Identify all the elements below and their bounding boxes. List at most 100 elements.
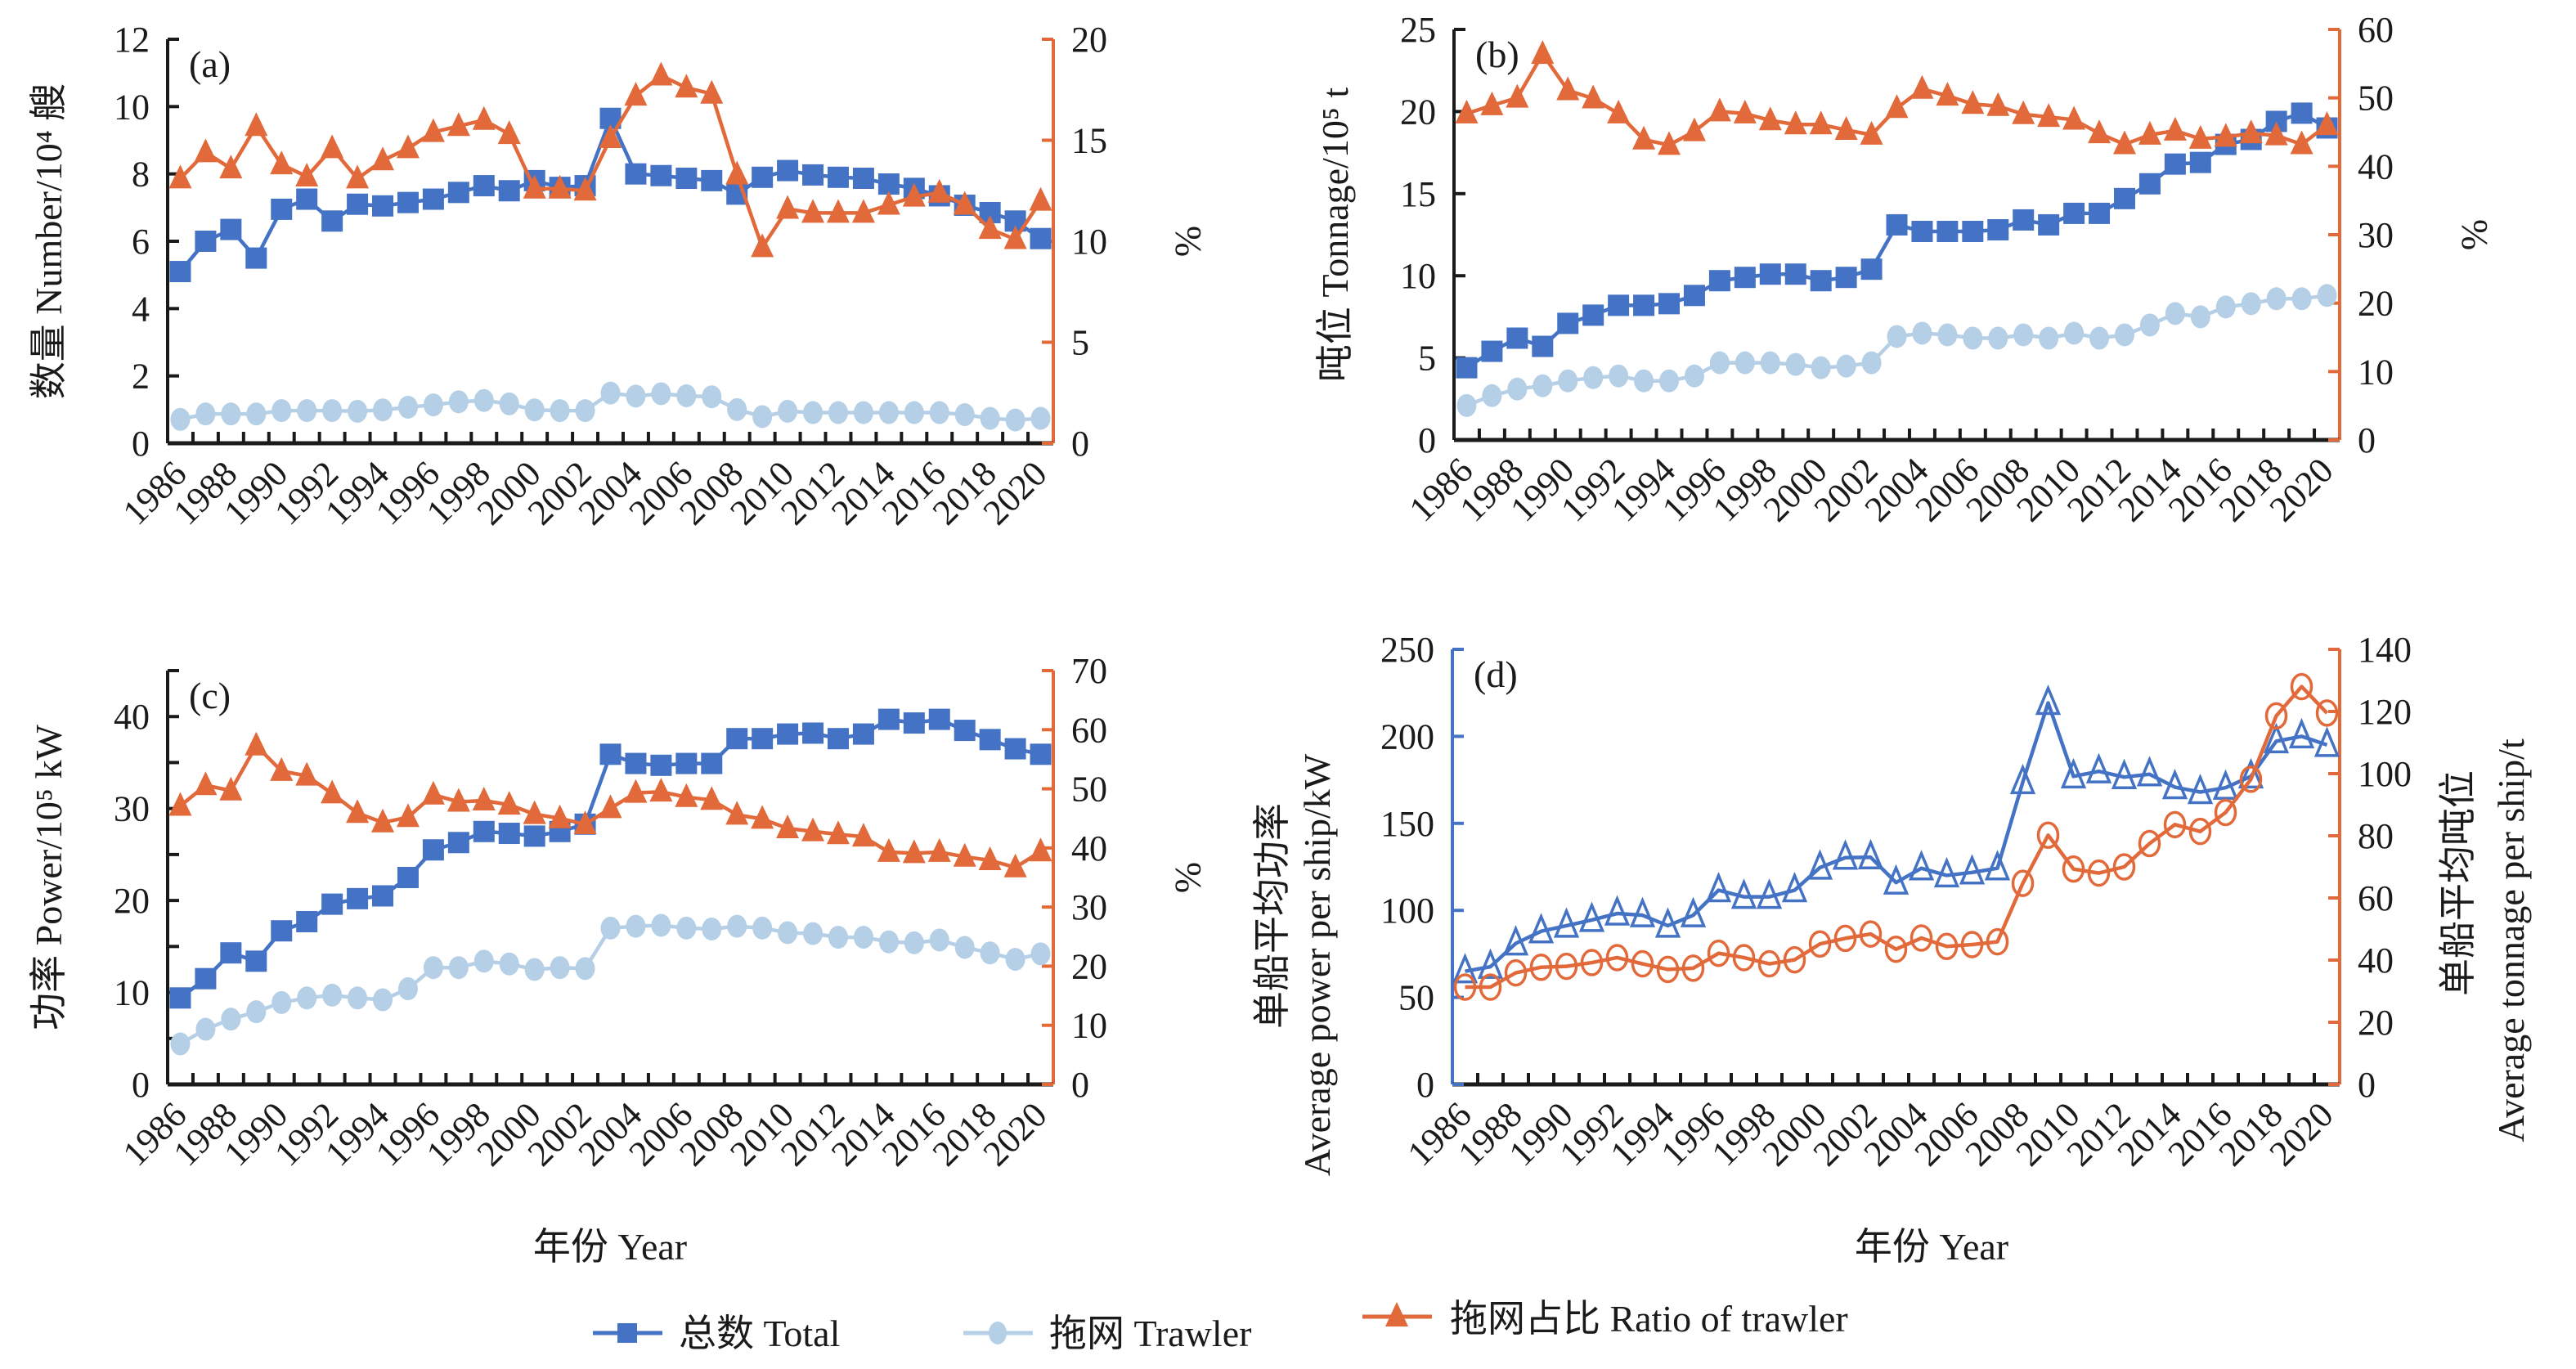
panel-label: (d) — [1474, 653, 1518, 695]
data-point-total-2014 — [877, 708, 900, 730]
data-point-total-1992 — [1608, 294, 1630, 316]
data-point-ratio-2009 — [2037, 103, 2061, 128]
data-point-total-1997 — [447, 182, 469, 204]
data-point-trawler-2013 — [2139, 313, 2160, 337]
data-point-avg_tonnage-1998 — [1757, 949, 1781, 978]
data-point-trawler-1989 — [1533, 374, 1553, 397]
data-point-ratio-2011 — [801, 199, 825, 223]
data-point-total-2006 — [675, 752, 698, 774]
legend: 总数 Total 拖网 Trawler 拖网占比 Ratio of trawle… — [593, 1298, 1848, 1354]
data-point-ratio-1986 — [168, 792, 192, 816]
data-point-trawler-2014 — [878, 401, 899, 424]
data-point-total-1998 — [473, 820, 495, 842]
data-point-avg_power-1998 — [1756, 878, 1783, 909]
data-point-total-2000 — [1810, 270, 1832, 292]
y-tick-label-left: 2 — [132, 357, 150, 397]
data-point-ratio-1992 — [1607, 99, 1631, 123]
y-tick-label-right: 0 — [2358, 420, 2376, 460]
panel-label: (a) — [189, 43, 231, 85]
data-point-total-2004 — [1911, 220, 1933, 242]
data-point-total-1998 — [1759, 263, 1781, 285]
data-point-total-2004 — [625, 163, 647, 185]
data-point-ratio-2004 — [624, 779, 648, 803]
data-point-ratio-1995 — [396, 803, 420, 828]
data-point-trawler-2012 — [828, 926, 848, 949]
data-point-avg_power-1991 — [1578, 901, 1605, 932]
data-point-ratio-1987 — [1480, 91, 1504, 115]
data-point-avg_power-2011 — [2085, 752, 2112, 783]
data-point-trawler-1994 — [373, 988, 393, 1012]
y-tick-label-right: 140 — [2358, 630, 2412, 670]
data-point-avg_power-2000 — [1806, 849, 1833, 880]
y-axis-title-right: % — [2454, 219, 2496, 250]
series-line-avg_tonnage — [1465, 684, 2329, 990]
y-tick-label-right: 40 — [1071, 828, 1107, 869]
legend-item-total: 总数 Total — [593, 1313, 840, 1354]
data-point-ratio-1995 — [396, 134, 420, 159]
y-tick-label-right: 0 — [1071, 1065, 1089, 1105]
data-point-avg_tonnage-2008 — [2011, 869, 2035, 897]
data-point-trawler-1987 — [195, 1017, 216, 1041]
data-point-avg_tonnage-2016 — [2214, 798, 2237, 827]
data-point-total-2006 — [675, 168, 698, 190]
data-point-avg_tonnage-1986 — [1453, 973, 1477, 1001]
data-point-trawler-2014 — [878, 930, 899, 954]
data-point-total-2007 — [701, 169, 723, 191]
data-point-ratio-1990 — [270, 150, 294, 175]
data-point-ratio-1996 — [421, 780, 445, 805]
data-point-total-2008 — [726, 728, 748, 750]
data-point-trawler-1990 — [1558, 369, 1578, 393]
data-point-trawler-1986 — [170, 1032, 191, 1056]
data-point-trawler-1991 — [297, 399, 317, 423]
data-point-total-1996 — [422, 839, 444, 861]
data-point-ratio-2008 — [2012, 100, 2035, 124]
data-point-trawler-2001 — [550, 399, 570, 423]
y-tick-label-right: 10 — [1071, 222, 1107, 262]
panel-label: (c) — [189, 675, 231, 716]
data-point-trawler-2012 — [828, 401, 848, 424]
y-tick-label-left: 0 — [132, 424, 150, 464]
data-point-trawler-2017 — [2241, 292, 2261, 316]
data-point-ratio-2005 — [649, 778, 673, 802]
data-point-ratio-1988 — [219, 776, 243, 801]
y-axis-title-right-en: Average tonnage per ship/t — [2490, 738, 2532, 1142]
y-tick-label-left: 250 — [1380, 630, 1434, 670]
data-point-avg_tonnage-1997 — [1732, 944, 1756, 972]
series-ratio — [1455, 40, 2339, 155]
data-point-total-2004 — [625, 752, 647, 774]
data-point-trawler-1991 — [297, 986, 317, 1010]
data-point-trawler-2016 — [2215, 295, 2236, 319]
data-point-avg_power-2017 — [2237, 757, 2264, 789]
data-point-ratio-1986 — [168, 164, 192, 189]
data-point-trawler-2005 — [651, 382, 671, 406]
y-axis-title-left: 吨位 Tonnage/10⁵ t — [1314, 88, 1356, 383]
panel-label: (b) — [1475, 34, 1519, 75]
data-point-ratio-2010 — [776, 195, 800, 219]
data-point-trawler-2008 — [727, 914, 747, 938]
data-point-ratio-2019 — [2290, 130, 2313, 155]
data-point-avg_power-2001 — [1832, 839, 1859, 870]
data-point-ratio-2001 — [548, 804, 572, 828]
data-point-trawler-2015 — [2190, 305, 2210, 329]
series-total — [169, 708, 1052, 1009]
y-tick-label-left: 6 — [132, 222, 150, 262]
data-point-ratio-2006 — [675, 783, 698, 807]
data-point-trawler-2002 — [575, 399, 595, 423]
data-point-trawler-2015 — [904, 931, 924, 954]
data-point-ratio-2017 — [953, 191, 976, 215]
data-point-avg_tonnage-2010 — [2062, 855, 2085, 883]
data-point-ratio-1999 — [497, 120, 521, 145]
data-point-ratio-1999 — [497, 791, 521, 815]
data-point-total-1997 — [1734, 267, 1756, 289]
data-point-total-1989 — [245, 950, 267, 972]
data-point-total-1986 — [1456, 357, 1478, 379]
data-point-avg_power-2007 — [1984, 850, 2011, 881]
data-point-total-2019 — [2291, 102, 2313, 124]
data-point-trawler-2020 — [1030, 942, 1051, 966]
data-point-total-2013 — [852, 723, 874, 745]
data-point-total-1990 — [1557, 312, 1579, 334]
data-point-trawler-2001 — [1836, 354, 1856, 378]
y-tick-label-left: 0 — [1416, 1065, 1434, 1105]
data-point-avg_tonnage-1989 — [1529, 953, 1553, 981]
data-point-ratio-2013 — [851, 199, 875, 223]
